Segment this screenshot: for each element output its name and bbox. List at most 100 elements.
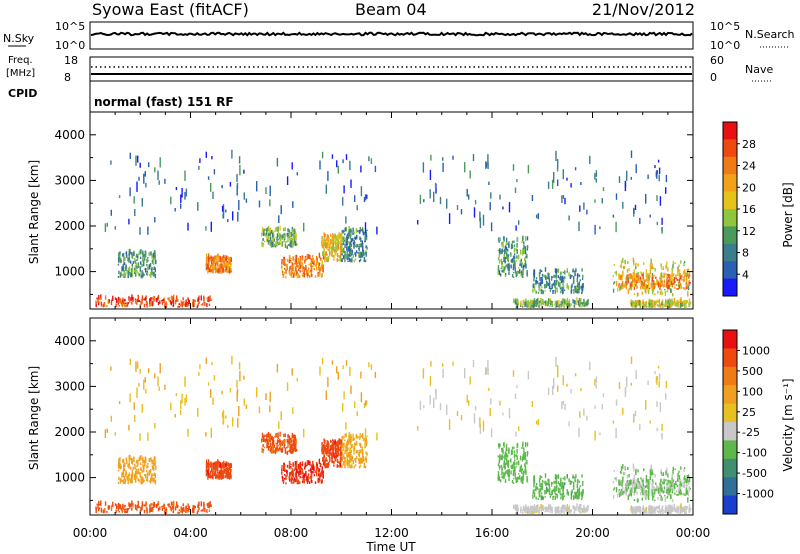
echo-cell	[146, 478, 149, 482]
echo-cell	[639, 482, 642, 486]
echo-cell	[637, 300, 640, 306]
echo-cell	[540, 508, 542, 512]
echo-cell	[619, 274, 621, 280]
echo-cell	[569, 481, 572, 485]
echo-cell	[102, 509, 104, 514]
echo-cell	[264, 228, 266, 231]
echo-cell	[642, 490, 644, 496]
echo-cell	[218, 265, 220, 270]
echo-cell	[153, 474, 155, 476]
nsky-trace	[90, 31, 693, 37]
echo-cell	[318, 458, 321, 464]
echo-cell	[216, 474, 218, 476]
echo-cell	[647, 305, 649, 308]
echo-cell	[311, 260, 314, 264]
echo-cell	[146, 464, 148, 469]
echo-cell	[665, 264, 667, 270]
echo-cell	[513, 271, 515, 274]
echo-cell	[219, 462, 221, 468]
echo-cell	[631, 300, 633, 305]
echo-cell	[357, 458, 359, 460]
echo-cell	[624, 472, 626, 475]
echo-cell	[627, 495, 629, 501]
colorbar-swatch	[723, 209, 737, 227]
echo-cell	[671, 298, 673, 304]
echo-cell	[136, 181, 138, 192]
echo-cell	[337, 450, 340, 455]
echo-cell	[540, 504, 542, 509]
echo-cell	[332, 233, 334, 236]
echo-cell	[560, 304, 562, 308]
echo-cell	[615, 193, 618, 200]
echo-cell	[508, 241, 510, 247]
echo-cell	[207, 258, 210, 263]
echo-cell	[270, 240, 273, 246]
echo-cell	[276, 157, 279, 167]
echo-cell	[659, 276, 661, 280]
echo-cell	[558, 506, 560, 510]
echo-cell	[635, 277, 638, 282]
echo-cell	[523, 241, 525, 245]
echo-cell	[131, 271, 133, 275]
echo-cell	[633, 493, 635, 496]
echo-cell	[498, 456, 501, 460]
echo-cell	[221, 469, 223, 472]
echo-cell	[549, 495, 552, 498]
echo-cell	[130, 267, 133, 274]
echo-cell	[265, 187, 267, 194]
echo-cell	[180, 506, 182, 511]
echo-cell	[531, 195, 534, 201]
echo-cell	[622, 487, 624, 492]
echo-cell	[546, 483, 548, 486]
echo-cell	[192, 505, 194, 511]
echo-cell	[668, 284, 670, 290]
echo-cell	[236, 182, 239, 189]
echo-cell	[151, 253, 153, 259]
echo-cell	[504, 472, 506, 477]
echo-cell	[666, 485, 668, 491]
echo-cell	[289, 444, 291, 450]
echo-cell	[622, 258, 624, 263]
echo-cell	[586, 506, 588, 511]
echo-cell	[660, 279, 662, 285]
echo-cell	[274, 433, 277, 438]
echo-cell	[308, 469, 310, 472]
echo-cell	[550, 279, 553, 281]
echo-cell	[286, 263, 288, 268]
echo-cell	[134, 463, 136, 467]
echo-cell	[308, 267, 310, 270]
echo-cell	[641, 304, 643, 307]
echo-cell	[497, 443, 500, 447]
echo-cell	[332, 245, 334, 251]
echo-cell	[274, 245, 276, 247]
echo-cell	[305, 259, 307, 262]
echo-cell	[520, 464, 522, 468]
echo-cell	[282, 271, 284, 276]
echo-cell	[645, 193, 647, 204]
echo-cell	[541, 479, 544, 482]
echo-cell	[645, 306, 647, 308]
echo-cell	[504, 451, 507, 456]
echo-cell	[197, 510, 199, 513]
echo-cell	[125, 302, 127, 305]
echo-cell	[490, 192, 492, 199]
echo-cell	[644, 287, 646, 293]
echo-cell	[292, 443, 294, 446]
echo-cell	[555, 268, 557, 274]
echo-cell	[633, 287, 635, 290]
echo-cell	[511, 446, 514, 450]
echo-cell	[677, 488, 680, 493]
echo-cell	[358, 465, 361, 469]
echo-cell	[643, 486, 646, 492]
echo-cell	[110, 160, 112, 165]
echo-cell	[276, 444, 278, 447]
echo-cell	[648, 287, 651, 290]
echo-cell	[331, 443, 333, 446]
colorbar-tick-label: 4	[742, 268, 749, 281]
echo-cell	[172, 511, 174, 513]
echo-cell	[289, 472, 292, 476]
echo-cell	[505, 443, 508, 450]
colorbar-swatch	[723, 243, 737, 262]
echo-cell	[243, 192, 245, 200]
echo-cell	[635, 262, 637, 268]
